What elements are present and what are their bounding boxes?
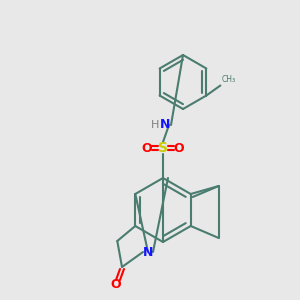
- Text: N: N: [143, 245, 153, 259]
- Text: O: O: [174, 142, 184, 154]
- Text: N: N: [160, 118, 170, 131]
- Text: S: S: [158, 141, 168, 155]
- Text: CH₃: CH₃: [221, 76, 236, 85]
- Text: O: O: [111, 278, 121, 290]
- Text: H: H: [151, 120, 159, 130]
- Text: O: O: [142, 142, 152, 154]
